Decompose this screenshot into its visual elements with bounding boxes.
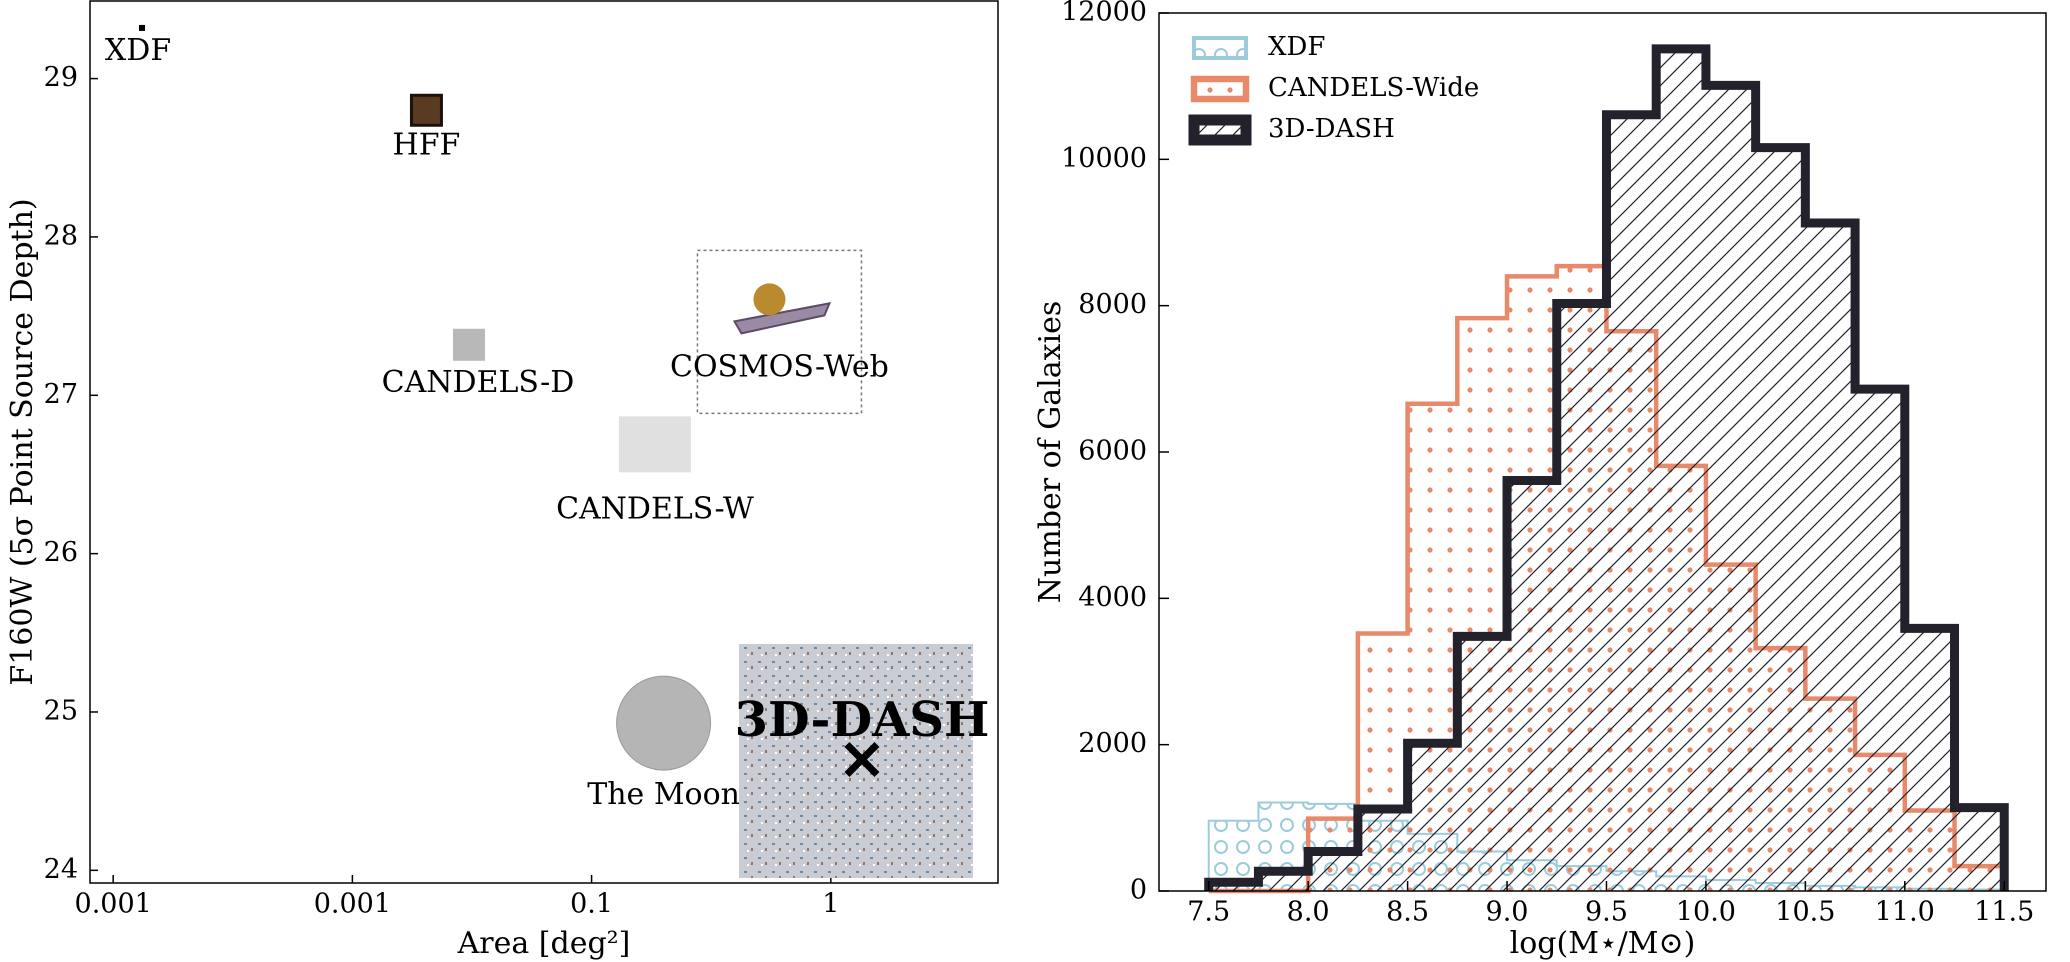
y-tick-label: 4000 <box>1078 582 1147 613</box>
mass-histogram-panel: XDF CANDELS-Wide 3D-DASH 7.5 8.0 8.5 9.0 9.5 10.… <box>1033 0 2047 961</box>
legend-label: 3D-DASH <box>1268 114 1395 144</box>
y-tick-label: 28 <box>44 220 78 251</box>
point <box>618 416 691 473</box>
plot-frame <box>89 0 999 884</box>
survey-box <box>696 249 863 415</box>
hist-bin <box>1407 743 1458 891</box>
point <box>139 24 146 31</box>
y-axis-label: F160W (5σ Point Source Depth) <box>5 198 40 685</box>
x-tick-label: 10.5 <box>1775 897 1835 928</box>
legend-label: XDF <box>1268 32 1325 62</box>
y-tick-label: 25 <box>44 695 78 726</box>
x-tick-label: 0.001 <box>314 889 391 920</box>
x-tick-label: 9.0 <box>1486 897 1529 928</box>
hist-bin <box>1656 48 1706 891</box>
hist-outline <box>1204 44 2009 891</box>
y-tick-label: 26 <box>44 537 78 568</box>
y-tick-label: 29 <box>44 62 78 93</box>
point-label: XDF <box>105 33 171 68</box>
y-tick-label: 2000 <box>1078 728 1147 759</box>
legend-label: CANDELS-Wide <box>1268 73 1479 103</box>
y-tick-label: 10000 <box>1061 143 1147 174</box>
telescope-mirror <box>753 283 786 316</box>
hist-bin <box>1258 871 1309 891</box>
hist-bin <box>1904 628 1955 891</box>
point <box>450 326 487 363</box>
hist-bin <box>1855 389 1905 891</box>
point-label: The Moon <box>587 777 740 812</box>
x-axis-label: log(M⋆/M⊙) <box>1510 926 1696 961</box>
point-label: CANDELS-D <box>382 365 575 400</box>
hist-bin <box>1755 147 1806 892</box>
x-tick-label: 0.1 <box>570 889 613 920</box>
y-tick-label: 8000 <box>1078 289 1147 320</box>
x-tick-label: 0.001 <box>75 889 152 920</box>
hist-bin <box>1457 636 1508 891</box>
x-tick-label: 11.0 <box>1875 897 1935 928</box>
y-tick-label: 12000 <box>1061 0 1147 28</box>
x-tick-label: 11.5 <box>1974 897 2034 928</box>
x-tick-label: 9.5 <box>1585 897 1628 928</box>
x-tick-label: 7.5 <box>1187 897 1230 928</box>
x-tick-label: 8.5 <box>1386 897 1429 928</box>
legend-swatch <box>1190 75 1250 103</box>
x-axis-label: Area [deg²] <box>457 926 631 961</box>
hist-bin <box>1556 303 1607 891</box>
point-label: COSMOS-Web <box>670 349 889 384</box>
hist-bin <box>1705 85 1756 891</box>
legend-swatch <box>1192 36 1248 60</box>
point <box>616 675 712 771</box>
point-label: CANDELS-W <box>556 491 754 526</box>
y-tick-label: 27 <box>44 379 78 410</box>
legend-swatch <box>1188 114 1252 146</box>
hist-bin <box>1507 480 1557 891</box>
point <box>844 742 880 777</box>
hist-bin <box>1357 809 1408 891</box>
point <box>409 93 443 127</box>
y-tick-label: 0 <box>1130 875 1147 906</box>
x-tick-label: 1 <box>822 889 839 920</box>
point <box>732 302 832 335</box>
hist-bin <box>1606 114 1657 892</box>
point-label: HFF <box>393 127 461 162</box>
y-axis-label: Number of Galaxies <box>1033 301 1068 604</box>
hist-bin <box>1805 222 1856 891</box>
point-label: 3D-DASH <box>735 692 990 748</box>
y-tick-label: 24 <box>44 854 78 885</box>
depth-area-panel: 0.001 0.001 0.1 1 24 25 26 27 28 29 Area [deg²] F16… <box>5 0 999 961</box>
x-tick-label: 8.0 <box>1287 897 1330 928</box>
hist-bin <box>1308 851 1358 891</box>
x-tick-label: 10.0 <box>1676 897 1736 928</box>
hist-bin <box>1954 807 2005 891</box>
y-tick-label: 6000 <box>1078 436 1147 467</box>
